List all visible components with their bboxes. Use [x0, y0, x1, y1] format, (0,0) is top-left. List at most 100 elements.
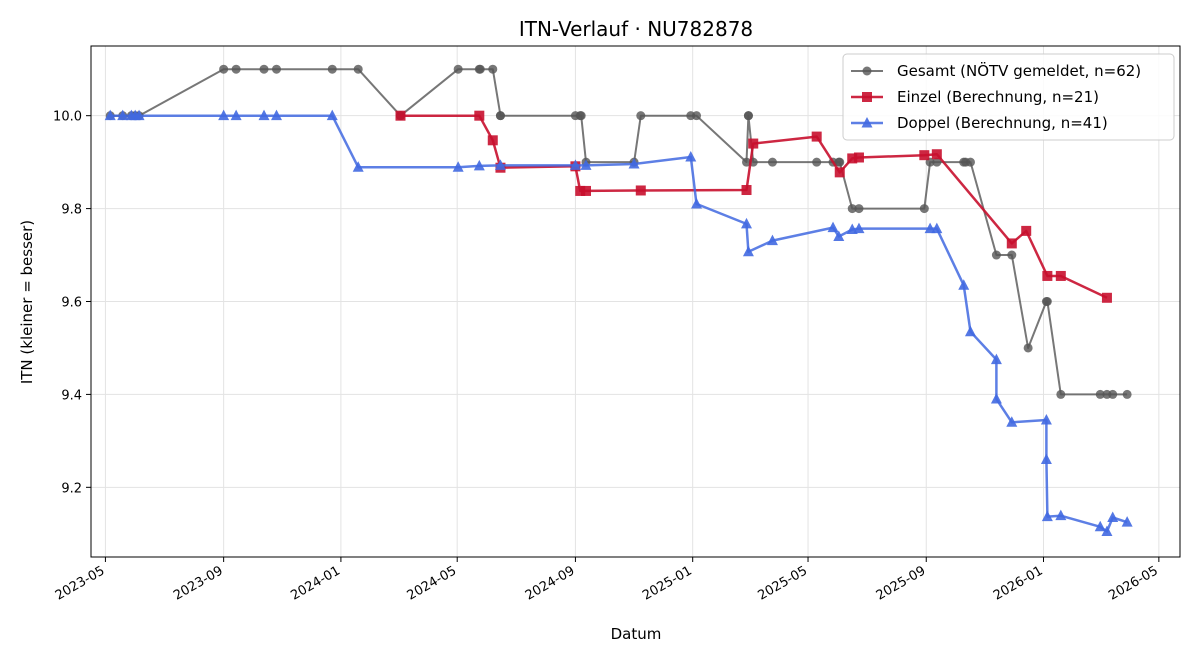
data-point [919, 150, 930, 161]
legend-label: Gesamt (NÖTV gemeldet, n=62) [897, 61, 1141, 80]
data-point [692, 111, 702, 121]
data-point [812, 157, 822, 167]
data-point [853, 222, 865, 234]
y-tick-label: 9.4 [61, 388, 82, 403]
data-point [1055, 509, 1067, 521]
data-point [833, 230, 845, 241]
data-point [958, 279, 970, 290]
legend-entry: Doppel (Berechnung, n=41) [851, 114, 1108, 132]
data-point [1095, 389, 1105, 399]
legend-marker [862, 92, 872, 102]
data-point [1007, 250, 1017, 260]
legend-box [842, 53, 1175, 141]
data-point [853, 152, 864, 163]
data-point [1122, 389, 1132, 399]
legend: Gesamt (NÖTV gemeldet, n=62) Einzel (Bere… [842, 53, 1175, 141]
data-point [271, 109, 283, 121]
y-axis-label: ITN (kleiner = besser) [18, 220, 36, 384]
data-point [827, 221, 839, 233]
data-point [569, 159, 581, 170]
data-point [742, 245, 754, 257]
data-point [919, 204, 929, 214]
data-point [991, 250, 1001, 260]
data-point [1055, 270, 1066, 281]
data-point [1108, 389, 1118, 399]
data-point [741, 217, 753, 229]
data-point [1107, 511, 1119, 523]
data-point [352, 161, 364, 172]
legend-label: Doppel (Berechnung, n=41) [897, 114, 1108, 132]
data-point [748, 138, 759, 149]
data-point [691, 197, 703, 209]
data-point [1021, 225, 1032, 236]
data-point [990, 353, 1002, 365]
data-point [219, 64, 229, 74]
data-point [474, 110, 485, 121]
series-layer [104, 64, 1133, 536]
data-point [847, 204, 857, 214]
data-point [965, 157, 975, 167]
data-point [835, 157, 845, 167]
data-point [1040, 453, 1052, 464]
data-point [741, 185, 752, 196]
data-point [834, 167, 845, 178]
data-point [635, 185, 646, 196]
data-point [1101, 292, 1112, 303]
data-point [575, 185, 586, 196]
data-point [231, 64, 241, 74]
legend-entry: Einzel (Berechnung, n=21) [851, 88, 1099, 106]
data-point [580, 159, 592, 170]
y-tick-label: 9.6 [61, 296, 82, 311]
data-point [932, 157, 942, 167]
data-point [104, 109, 116, 121]
data-point [1040, 413, 1052, 425]
series-3 [104, 109, 1133, 536]
data-point [854, 204, 864, 214]
y-tick-label: 9.2 [61, 481, 82, 496]
data-point [1121, 516, 1133, 527]
legend-marker [862, 66, 872, 76]
data-point [581, 185, 591, 196]
data-point [452, 161, 464, 172]
data-point [636, 111, 646, 121]
data-point [495, 111, 505, 121]
data-point [767, 157, 777, 167]
data-point [259, 64, 269, 74]
data-point [488, 64, 498, 74]
data-point [117, 109, 129, 121]
data-point [1041, 510, 1053, 522]
data-point [1056, 389, 1066, 399]
data-point [218, 109, 230, 121]
data-point [494, 159, 506, 170]
data-point [766, 234, 778, 246]
legend-marker [861, 117, 873, 128]
data-point [230, 109, 242, 121]
data-point [353, 64, 363, 74]
data-point [395, 110, 406, 121]
chart-title: ITN-Verlauf · NU782878 [519, 17, 753, 41]
data-point [811, 131, 822, 142]
data-point [1042, 297, 1052, 306]
series-2 [395, 110, 1112, 303]
data-point [743, 111, 753, 121]
x-axis-label: Datum [611, 625, 662, 643]
y-tick-label: 9.8 [61, 203, 82, 218]
data-point [742, 157, 752, 167]
data-point [453, 64, 463, 74]
data-point [847, 153, 858, 164]
data-point [685, 151, 697, 162]
data-point [475, 64, 485, 74]
legend-entry: Gesamt (NÖTV gemeldet, n=62) [851, 61, 1141, 80]
y-tick-label: 10.0 [53, 110, 82, 125]
data-point [628, 157, 640, 169]
data-point [1042, 270, 1053, 281]
data-point [576, 111, 586, 121]
legend-label: Einzel (Berechnung, n=21) [897, 88, 1099, 106]
data-point [258, 109, 270, 121]
data-point [326, 109, 338, 121]
data-point [1006, 416, 1018, 427]
data-point [1006, 238, 1017, 249]
data-point [990, 393, 1002, 404]
data-point [931, 222, 943, 234]
